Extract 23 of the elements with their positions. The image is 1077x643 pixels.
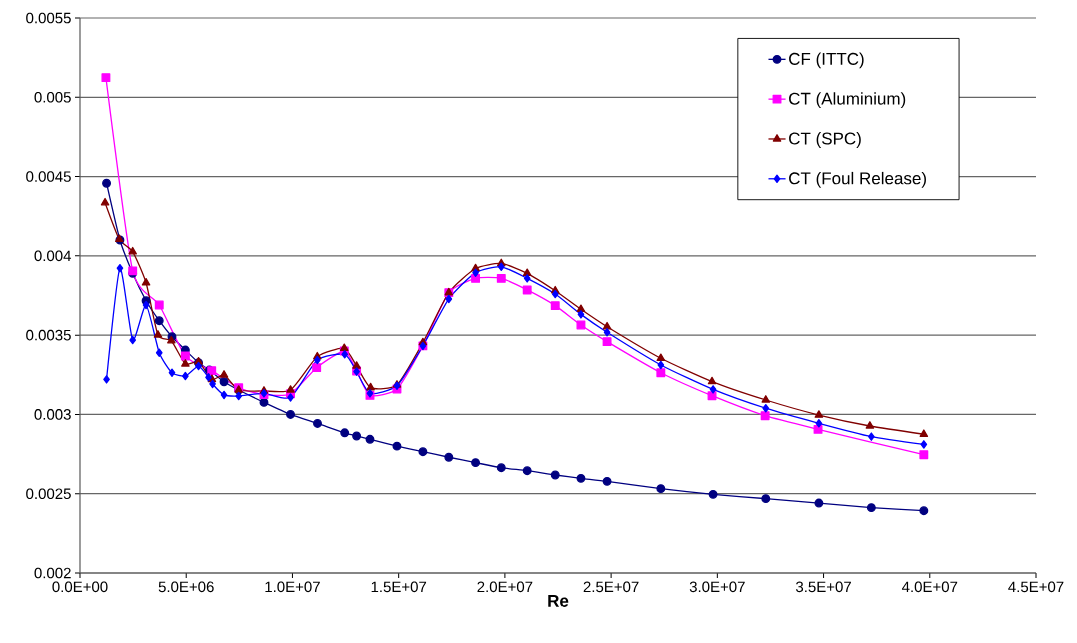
y-tick-label: 0.0055	[26, 12, 71, 24]
legend-label: CT (Aluminium)	[789, 92, 906, 109]
x-tick-label: 3.0E+07	[689, 581, 745, 593]
y-tick-label: 0.005	[34, 91, 71, 103]
y-tick-label: 0.0045	[26, 171, 71, 182]
x-tick-label: 3.5E+07	[795, 581, 851, 593]
legend-label: CT (SPC)	[789, 132, 861, 148]
x-tick-label: 5.0E+06	[158, 581, 214, 593]
x-tick-label: 1.5E+07	[371, 581, 427, 593]
x-tick-label: 4.0E+07	[901, 581, 958, 593]
legend-label: CT (Foul Release)	[789, 171, 926, 188]
x-tick-label: 4.5E+07	[1008, 581, 1064, 593]
x-tick-label: 0.0E+00	[52, 581, 108, 593]
x-tick-label: 1.0E+07	[265, 581, 320, 593]
y-tick-label: 0.0035	[26, 329, 71, 341]
x-tick-label: 2.5E+07	[583, 581, 639, 593]
x-axis-title: Re	[548, 595, 569, 607]
legend-label: CF (ITTC)	[789, 52, 864, 69]
y-tick-label: 0.004	[34, 250, 72, 262]
y-tick-label: 0.003	[34, 409, 71, 420]
y-tick-label: 0.002	[34, 567, 71, 579]
y-tick-label: 0.0025	[26, 488, 71, 500]
x-tick-label: 2.0E+07	[477, 581, 533, 593]
